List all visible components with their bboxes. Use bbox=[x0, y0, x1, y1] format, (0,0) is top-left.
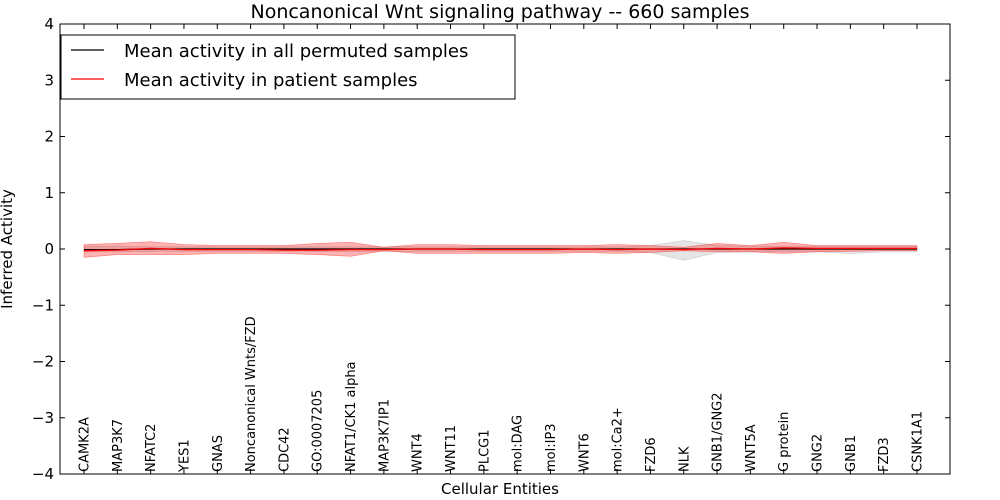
x-tick-label: CSNK1A1 bbox=[911, 411, 926, 472]
x-tick-label: CDC42 bbox=[277, 427, 292, 472]
y-tick-label: 1 bbox=[44, 184, 54, 202]
x-tick-label: GNB1 bbox=[844, 435, 859, 472]
x-tick-label: WNT11 bbox=[444, 425, 459, 472]
x-tick-label: CAMK2A bbox=[78, 417, 93, 472]
legend-label-permuted: Mean activity in all permuted samples bbox=[124, 41, 468, 62]
x-tick-label: MAP3K7IP1 bbox=[377, 399, 392, 472]
y-tick-label: −3 bbox=[32, 409, 54, 427]
x-tick-label: PLCG1 bbox=[477, 429, 492, 472]
x-tick-label: NLK bbox=[677, 446, 692, 472]
y-tick-label: −1 bbox=[32, 296, 54, 314]
x-tick-label: Noncanonical Wnts/FZD bbox=[244, 316, 259, 472]
x-tick-label: G protein bbox=[777, 412, 792, 472]
legend: Mean activity in all permuted samples Me… bbox=[60, 34, 516, 100]
y-tick-label: 0 bbox=[44, 240, 54, 258]
x-axis-label: Cellular Entities bbox=[441, 480, 559, 498]
x-tick-label: WNT6 bbox=[577, 433, 592, 472]
x-tick-label: GNG2 bbox=[811, 434, 826, 472]
x-tick-label: GNB1/GNG2 bbox=[711, 392, 726, 472]
x-tick-label: NFAT1/CK1 alpha bbox=[344, 361, 359, 472]
x-tick-label: WNT4 bbox=[411, 433, 426, 472]
chart-title: Noncanonical Wnt signaling pathway -- 66… bbox=[250, 1, 749, 23]
lines-layer bbox=[83, 247, 917, 252]
y-tick-label: 4 bbox=[44, 15, 54, 33]
series-1-line bbox=[83, 247, 917, 252]
y-axis-label: Inferred Activity bbox=[0, 189, 16, 309]
series-0-band bbox=[83, 240, 918, 261]
legend-label-patient: Mean activity in patient samples bbox=[124, 70, 418, 91]
y-tick-label: 3 bbox=[44, 71, 54, 89]
x-tick-label: YES1 bbox=[178, 439, 193, 473]
x-ticks: CAMK2A MAP3K7 NFATC2 YES1 GNAS Noncanonical W… bbox=[78, 24, 926, 474]
x-tick-label: FZD3 bbox=[877, 437, 892, 472]
x-tick-label: GO:0007205 bbox=[311, 390, 326, 472]
y-tick-label: −4 bbox=[32, 465, 54, 483]
y-tick-label: −2 bbox=[32, 353, 54, 371]
x-tick-label: mol:IP3 bbox=[544, 423, 559, 472]
x-tick-label: GNAS bbox=[211, 435, 226, 472]
y-ticks: 4 3 2 1 0 −1 −2 −3 −4 bbox=[32, 15, 950, 483]
plot-frame bbox=[59, 23, 951, 475]
y-tick-label: 2 bbox=[44, 128, 54, 146]
x-tick-label: mol:Ca2+ bbox=[611, 407, 626, 472]
legend-box bbox=[60, 34, 516, 100]
x-tick-label: MAP3K7 bbox=[111, 419, 126, 472]
x-tick-label: FZD6 bbox=[644, 437, 659, 472]
x-tick-label: WNT5A bbox=[744, 424, 759, 472]
x-tick-label: NFATC2 bbox=[144, 424, 159, 472]
x-tick-label: mol:DAG bbox=[511, 415, 526, 472]
bands-layer bbox=[83, 240, 918, 261]
